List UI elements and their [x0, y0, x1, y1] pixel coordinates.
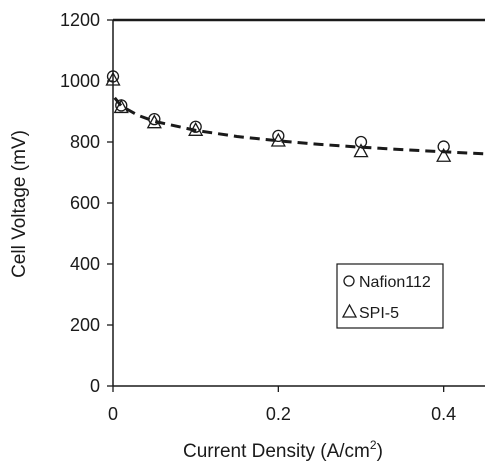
- y-tick-label: 800: [70, 132, 100, 152]
- legend-label-nafion112: Nafion112: [359, 274, 431, 291]
- fit-curve-line: [113, 96, 485, 156]
- y-tick-label: 600: [70, 193, 100, 213]
- x-axis-title: Current Density (A/cm2): [183, 438, 383, 462]
- y-tick-label: 1000: [60, 71, 100, 91]
- point-nafion112: [272, 129, 285, 143]
- x-axis-title-main: Current Density (A/cm: [183, 441, 370, 462]
- point-nafion112: [148, 112, 161, 126]
- point-spi5: [105, 71, 121, 86]
- legend-marker-nafion112: [343, 275, 355, 287]
- y-tick-label: 1200: [60, 10, 100, 30]
- point-spi5: [113, 99, 129, 114]
- legend-marker-spi5: [341, 303, 358, 318]
- point-nafion112: [354, 135, 368, 149]
- point-spi5: [188, 121, 204, 136]
- legend: Nafion112 SPI-5: [336, 263, 444, 329]
- x-tick-label: 0.4: [431, 404, 456, 424]
- tick-labels: 0 200 400 600 800 1000 1200 0 0.2 0.4: [60, 10, 456, 424]
- data-points: [105, 70, 452, 162]
- x-axis-title-close: ): [377, 441, 383, 462]
- x-axis-title-superscript: 2: [370, 438, 377, 452]
- point-spi5: [270, 132, 286, 147]
- y-tick-label: 200: [70, 315, 100, 335]
- axes: [107, 18, 485, 392]
- point-spi5: [436, 147, 452, 162]
- point-nafion112: [106, 70, 120, 83]
- y-tick-label: 0: [90, 376, 100, 396]
- point-spi5: [353, 143, 369, 158]
- x-tick-label: 0.2: [266, 404, 291, 424]
- y-tick-label: 400: [70, 254, 100, 274]
- legend-label-spi5: SPI-5: [359, 305, 399, 322]
- point-nafion112: [437, 140, 450, 153]
- x-tick-label: 0: [108, 404, 118, 424]
- fit-curve: [113, 96, 485, 156]
- y-axis-title: Cell Voltage (mV): [9, 130, 30, 278]
- point-nafion112: [189, 120, 202, 133]
- point-spi5: [146, 114, 162, 129]
